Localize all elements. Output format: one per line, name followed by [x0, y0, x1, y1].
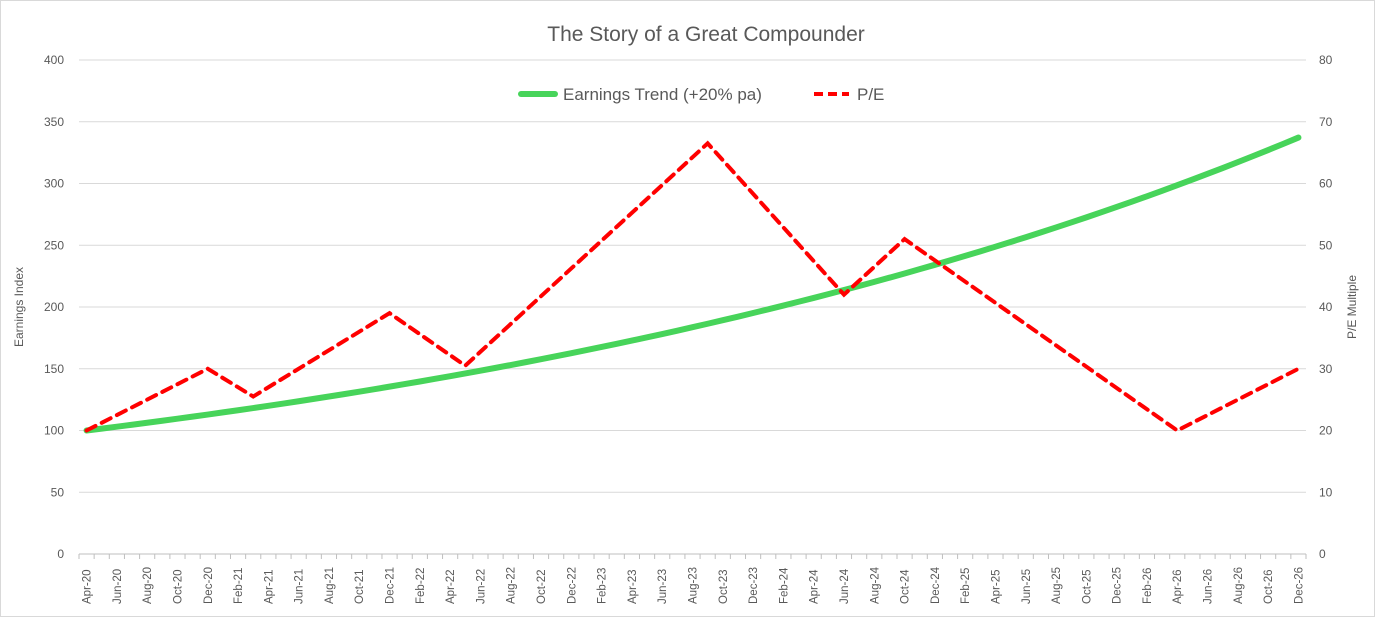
- x-tick-label: Dec-22: [566, 567, 578, 604]
- x-tick-label: Jun-20: [112, 569, 124, 604]
- x-tick-label: Oct-24: [900, 569, 912, 604]
- x-tick-label: Apr-20: [82, 569, 94, 604]
- x-tick-label: Feb-26: [1142, 568, 1154, 604]
- x-tick-label: Apr-21: [263, 569, 275, 604]
- y2-tick-label: 70: [1319, 115, 1333, 129]
- x-tick-label: Oct-20: [172, 569, 184, 604]
- x-tick-label: Dec-23: [748, 567, 760, 604]
- x-tick-label: Jun-24: [839, 568, 851, 604]
- y-tick-label: 400: [44, 53, 64, 67]
- x-tick-label: Jun-22: [475, 569, 487, 604]
- y-tick-label: 200: [44, 300, 64, 314]
- y2-tick-label: 20: [1319, 424, 1333, 438]
- x-tick-label: Dec-24: [930, 566, 942, 604]
- x-tick-label: Oct-26: [1263, 569, 1275, 604]
- x-tick-label: Apr-25: [990, 569, 1002, 604]
- legend-pe-label: P/E: [857, 85, 884, 104]
- y-tick-label: 0: [57, 547, 64, 561]
- y-axis-title: Earnings Index: [12, 267, 26, 347]
- x-tick-label: Aug-24: [869, 566, 881, 604]
- legend-earnings-label: Earnings Trend (+20% pa): [563, 85, 762, 104]
- x-tick-label: Aug-23: [688, 567, 700, 604]
- pe-line: [87, 143, 1299, 430]
- x-tick-label: Apr-22: [445, 569, 457, 604]
- y2-tick-label: 40: [1319, 300, 1333, 314]
- x-tick-label: Aug-22: [506, 567, 518, 604]
- x-tick-label: Oct-23: [718, 569, 730, 604]
- y2-tick-label: 10: [1319, 485, 1333, 499]
- y2-tick-label: 60: [1319, 177, 1333, 191]
- x-tick-label: Jun-21: [294, 569, 306, 604]
- x-tick-label: Aug-21: [324, 567, 336, 604]
- y-tick-label: 350: [44, 115, 64, 129]
- y2-tick-label: 0: [1319, 547, 1326, 561]
- x-tick-label: Aug-26: [1233, 567, 1245, 604]
- x-tick-label: Jun-25: [1021, 569, 1033, 604]
- x-tick-label: Feb-23: [597, 568, 609, 604]
- x-tick-label: Dec-26: [1293, 567, 1305, 604]
- x-tick-label: Apr-26: [1172, 569, 1184, 604]
- x-tick-label: Feb-24: [778, 567, 790, 604]
- x-tick-label: Apr-23: [627, 569, 639, 604]
- y-tick-label: 150: [44, 362, 64, 376]
- y2-axis-title: P/E Multiple: [1345, 275, 1359, 339]
- x-tick-label: Feb-22: [415, 568, 427, 604]
- x-tick-label: Feb-25: [960, 568, 972, 604]
- y2-tick-label: 50: [1319, 238, 1333, 252]
- y2-tick-label: 30: [1319, 362, 1333, 376]
- y-tick-label: 250: [44, 238, 64, 252]
- y2-tick-label: 80: [1319, 53, 1333, 67]
- x-tick-label: Dec-20: [203, 567, 215, 604]
- y-tick-label: 100: [44, 424, 64, 438]
- x-tick-label: Aug-20: [142, 567, 154, 604]
- x-tick-label: Jun-26: [1203, 569, 1215, 604]
- x-tick-label: Apr-24: [809, 569, 821, 604]
- chart-title: The Story of a Great Compounder: [547, 23, 865, 46]
- x-tick-label: Jun-23: [657, 569, 669, 604]
- x-tick-label: Dec-25: [1112, 567, 1124, 604]
- x-tick-label: Aug-25: [1051, 567, 1063, 604]
- x-tick-label: Oct-21: [354, 569, 366, 604]
- x-tick-label: Oct-25: [1081, 569, 1093, 604]
- x-tick-label: Oct-22: [536, 569, 548, 604]
- x-tick-label: Dec-21: [385, 567, 397, 604]
- y-tick-label: 300: [44, 177, 64, 191]
- y-tick-label: 50: [51, 485, 65, 499]
- x-tick-label: Feb-21: [233, 568, 245, 604]
